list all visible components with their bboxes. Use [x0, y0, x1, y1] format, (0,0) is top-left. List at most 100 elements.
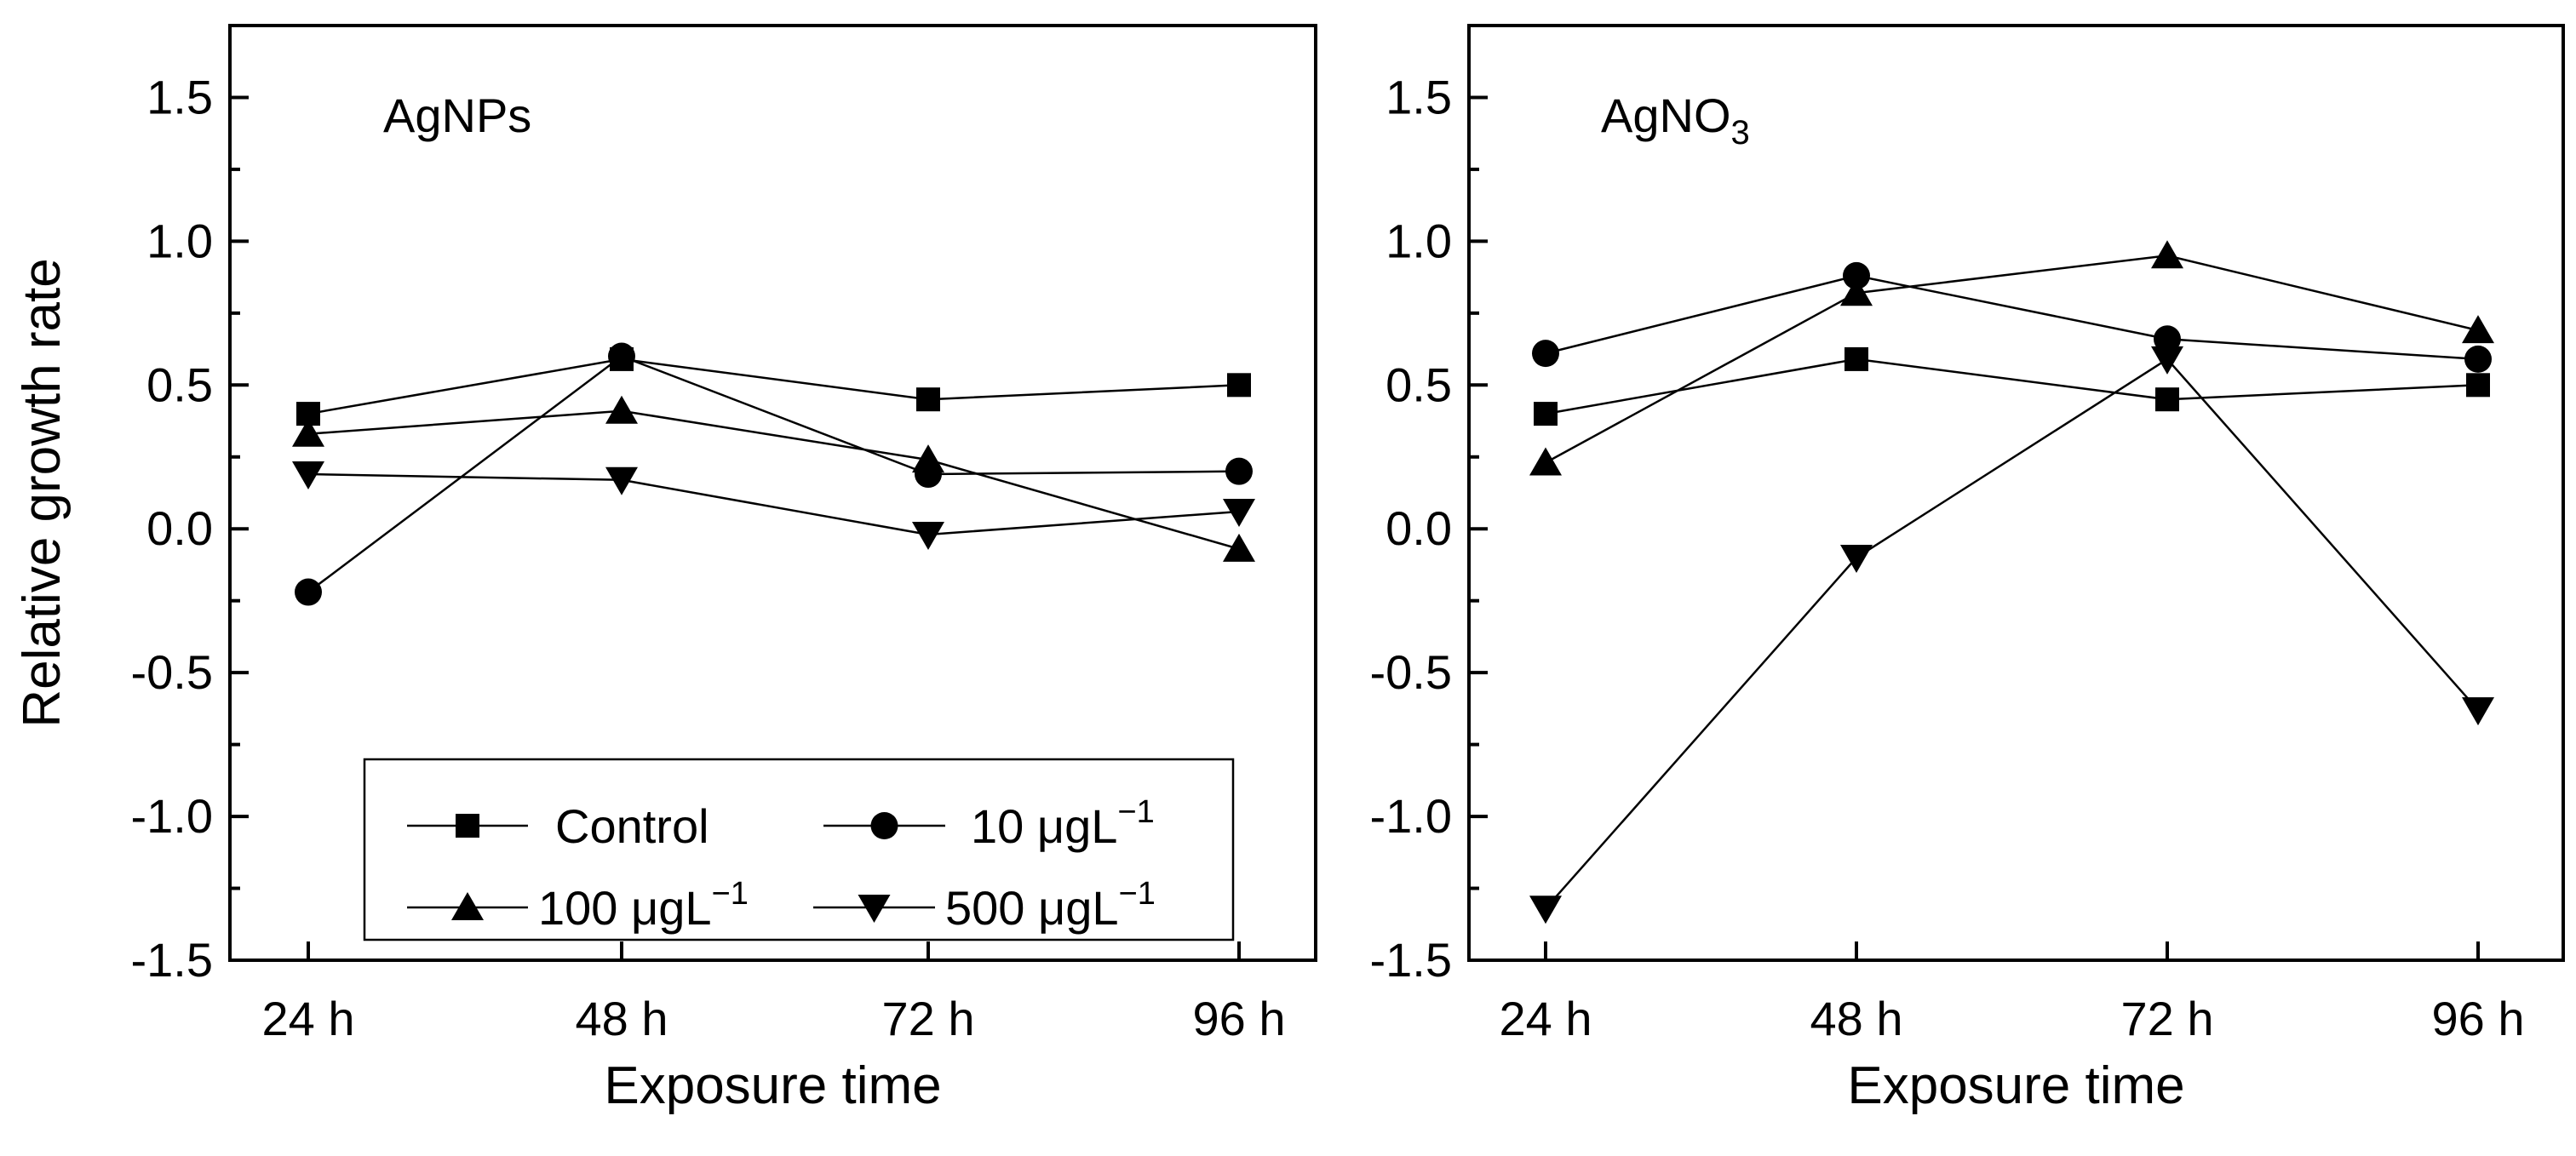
series-line	[1545, 255, 2479, 464]
series-line	[307, 472, 1240, 536]
y-tick-label: 0.5	[1386, 358, 1452, 411]
legend-label-main: Control	[555, 799, 709, 853]
data-point	[1843, 261, 1870, 289]
data-point	[2151, 240, 2183, 269]
data-point	[1845, 346, 1868, 371]
data-point	[2155, 387, 2179, 412]
data-point	[912, 444, 944, 473]
legend-marker	[858, 895, 891, 923]
data-point	[605, 395, 638, 424]
panel-label: AgNO3	[1601, 89, 1750, 152]
x-tick-label: 24 h	[262, 992, 355, 1045]
series-line	[1545, 358, 2479, 910]
x-axis-title: Exposure time	[1847, 1056, 2184, 1115]
legend-label: Control	[555, 799, 709, 853]
legend-label: 500 μgL−1	[945, 876, 1156, 935]
series-line	[307, 355, 1240, 593]
legend-label: 10 μgL−1	[971, 794, 1155, 853]
panel-label: AgNPs	[383, 89, 531, 142]
legend-box	[363, 758, 1235, 941]
x-axis-title: Exposure time	[604, 1056, 941, 1115]
series-triangle-down	[292, 461, 1255, 550]
series-line	[307, 358, 1240, 415]
y-tick-label: 0.0	[146, 501, 213, 555]
data-point	[2462, 315, 2494, 344]
y-tick-label: -0.5	[131, 645, 214, 699]
data-point	[1534, 402, 1558, 426]
legend-marker	[451, 892, 484, 920]
series-circle	[1532, 261, 2492, 373]
y-axis-title: Relative growth rate	[13, 258, 72, 727]
data-point	[1223, 498, 1255, 527]
data-point	[2151, 346, 2183, 375]
data-point	[912, 521, 944, 550]
legend-label-superscript: −1	[1119, 876, 1156, 912]
data-point	[1223, 533, 1255, 562]
data-point	[2154, 325, 2181, 353]
y-tick-label: -0.5	[1370, 645, 1453, 699]
series-triangle-down	[1529, 346, 2494, 924]
legend-label-main: 500 μgL	[945, 881, 1119, 935]
y-tick-label: 1.5	[146, 70, 213, 123]
data-point	[916, 387, 940, 412]
x-tick-label: 48 h	[1810, 992, 1903, 1045]
legend-label-main: 10 μgL	[971, 799, 1117, 853]
legend-entry: 500 μgL−1	[813, 876, 1156, 935]
y-tick-label: -1.0	[131, 789, 214, 843]
panel-label-subscript: 3	[1731, 114, 1750, 152]
legend-label-superscript: −1	[712, 876, 749, 912]
data-point	[1227, 373, 1251, 398]
legend-entry: Control	[407, 799, 709, 853]
series-triangle-up	[292, 395, 1255, 562]
data-point	[1225, 457, 1253, 485]
series-triangle-up	[1529, 240, 2494, 476]
plot-frame	[1467, 24, 2565, 962]
data-point	[2464, 345, 2492, 373]
data-point	[292, 418, 324, 447]
legend-entry: 10 μgL−1	[823, 794, 1155, 853]
x-tick-label: 72 h	[882, 992, 975, 1045]
series-line	[307, 409, 1240, 551]
x-tick-label: 24 h	[1500, 992, 1592, 1045]
plot-frame	[228, 24, 1317, 962]
data-point	[605, 466, 638, 495]
y-tick-label: 0.0	[1386, 501, 1452, 555]
chart-panel-2: -1.5 -1.0 -0.5 0.0 0.5 1.0 1.5 24 h 48 h 72 h 96 h…	[1370, 24, 2565, 1115]
data-point	[1532, 340, 1559, 368]
data-point	[608, 342, 635, 370]
y-tick-label: -1.0	[1370, 789, 1453, 843]
y-tick-label: 1.0	[146, 214, 213, 267]
legend-marker	[870, 812, 898, 839]
panel-label-main: AgNO	[1601, 89, 1731, 142]
y-tick-label: -1.5	[1370, 933, 1453, 987]
y-tick-label: -1.5	[131, 933, 214, 987]
data-point	[1840, 278, 1873, 306]
series-line	[1545, 358, 2479, 415]
x-tick-label: 96 h	[1193, 992, 1286, 1045]
y-tick-label: 1.0	[1386, 214, 1452, 267]
x-tick-label: 72 h	[2121, 992, 2214, 1045]
data-point	[1529, 896, 1562, 924]
series-line	[1545, 274, 2479, 361]
data-point	[2466, 373, 2490, 398]
x-tick-label: 96 h	[2432, 992, 2525, 1045]
data-point	[295, 578, 322, 606]
data-point	[2462, 697, 2494, 726]
legend-label-main: 100 μgL	[538, 881, 712, 935]
series-square	[1534, 346, 2490, 426]
legend-label: 100 μgL−1	[538, 876, 749, 935]
data-point	[292, 461, 324, 490]
y-tick-label: 1.5	[1386, 70, 1452, 123]
series-circle	[295, 342, 1253, 606]
legend-entry: 100 μgL−1	[407, 876, 749, 935]
panel-label-main: AgNPs	[383, 89, 531, 142]
x-tick-label: 48 h	[576, 992, 668, 1045]
legend-marker	[456, 814, 479, 838]
chart-panel-1: -1.5 -1.0 -0.5 0.0 0.5 1.0 1.5 24 h 48 h 72 h 96 h…	[13, 24, 1317, 1115]
legend-label-superscript: −1	[1117, 794, 1154, 830]
y-tick-label: 0.5	[146, 358, 213, 411]
data-point	[1840, 545, 1873, 574]
data-point	[1529, 447, 1562, 476]
